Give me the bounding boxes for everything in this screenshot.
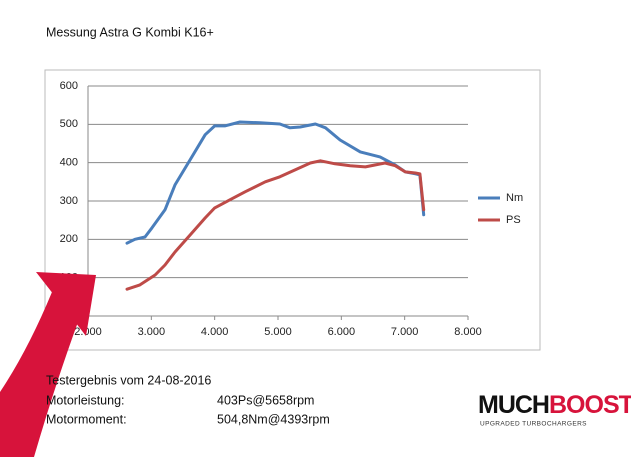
- chart-frame: [44, 69, 541, 351]
- arrow-shaft: [0, 292, 78, 457]
- result-label: Motorleistung:: [46, 393, 125, 407]
- x-tick-label: 7.000: [391, 326, 419, 338]
- x-tick-label: 6.000: [328, 326, 356, 338]
- logo-part: BOOST: [549, 391, 631, 419]
- logo: MUCHBOOST: [478, 391, 631, 419]
- x-tick-label: 8.000: [454, 326, 482, 338]
- logo-part: MUCH: [478, 391, 549, 419]
- page-title: Messung Astra G Kombi K16+: [46, 25, 214, 39]
- y-tick-label: 400: [60, 157, 78, 169]
- y-tick-label: 200: [60, 233, 78, 245]
- result-value: 403Ps@5658rpm: [217, 393, 314, 407]
- results-heading: Testergebnis vom 24-08-2016: [46, 373, 211, 387]
- x-tick-label: 2.000: [74, 326, 102, 338]
- y-tick-label: 500: [60, 118, 78, 130]
- y-tick-label: 600: [60, 80, 78, 92]
- logo-tagline: UPGRADED TURBOCHARGERS: [480, 421, 587, 428]
- x-tick-label: 5.000: [264, 326, 292, 338]
- y-tick-label: 300: [60, 195, 78, 207]
- result-label: Motormoment:: [46, 412, 127, 426]
- legend-label: Nm: [506, 192, 523, 204]
- data-line: [125, 159, 426, 291]
- legend-label: PS: [506, 214, 521, 226]
- result-value: 504,8Nm@4393rpm: [217, 412, 330, 426]
- x-tick-label: 3.000: [138, 326, 166, 338]
- arrow-head: [36, 272, 96, 336]
- x-tick-label: 4.000: [201, 326, 229, 338]
- chart: 01002003004005006002.0003.0004.0005.0006…: [60, 80, 523, 338]
